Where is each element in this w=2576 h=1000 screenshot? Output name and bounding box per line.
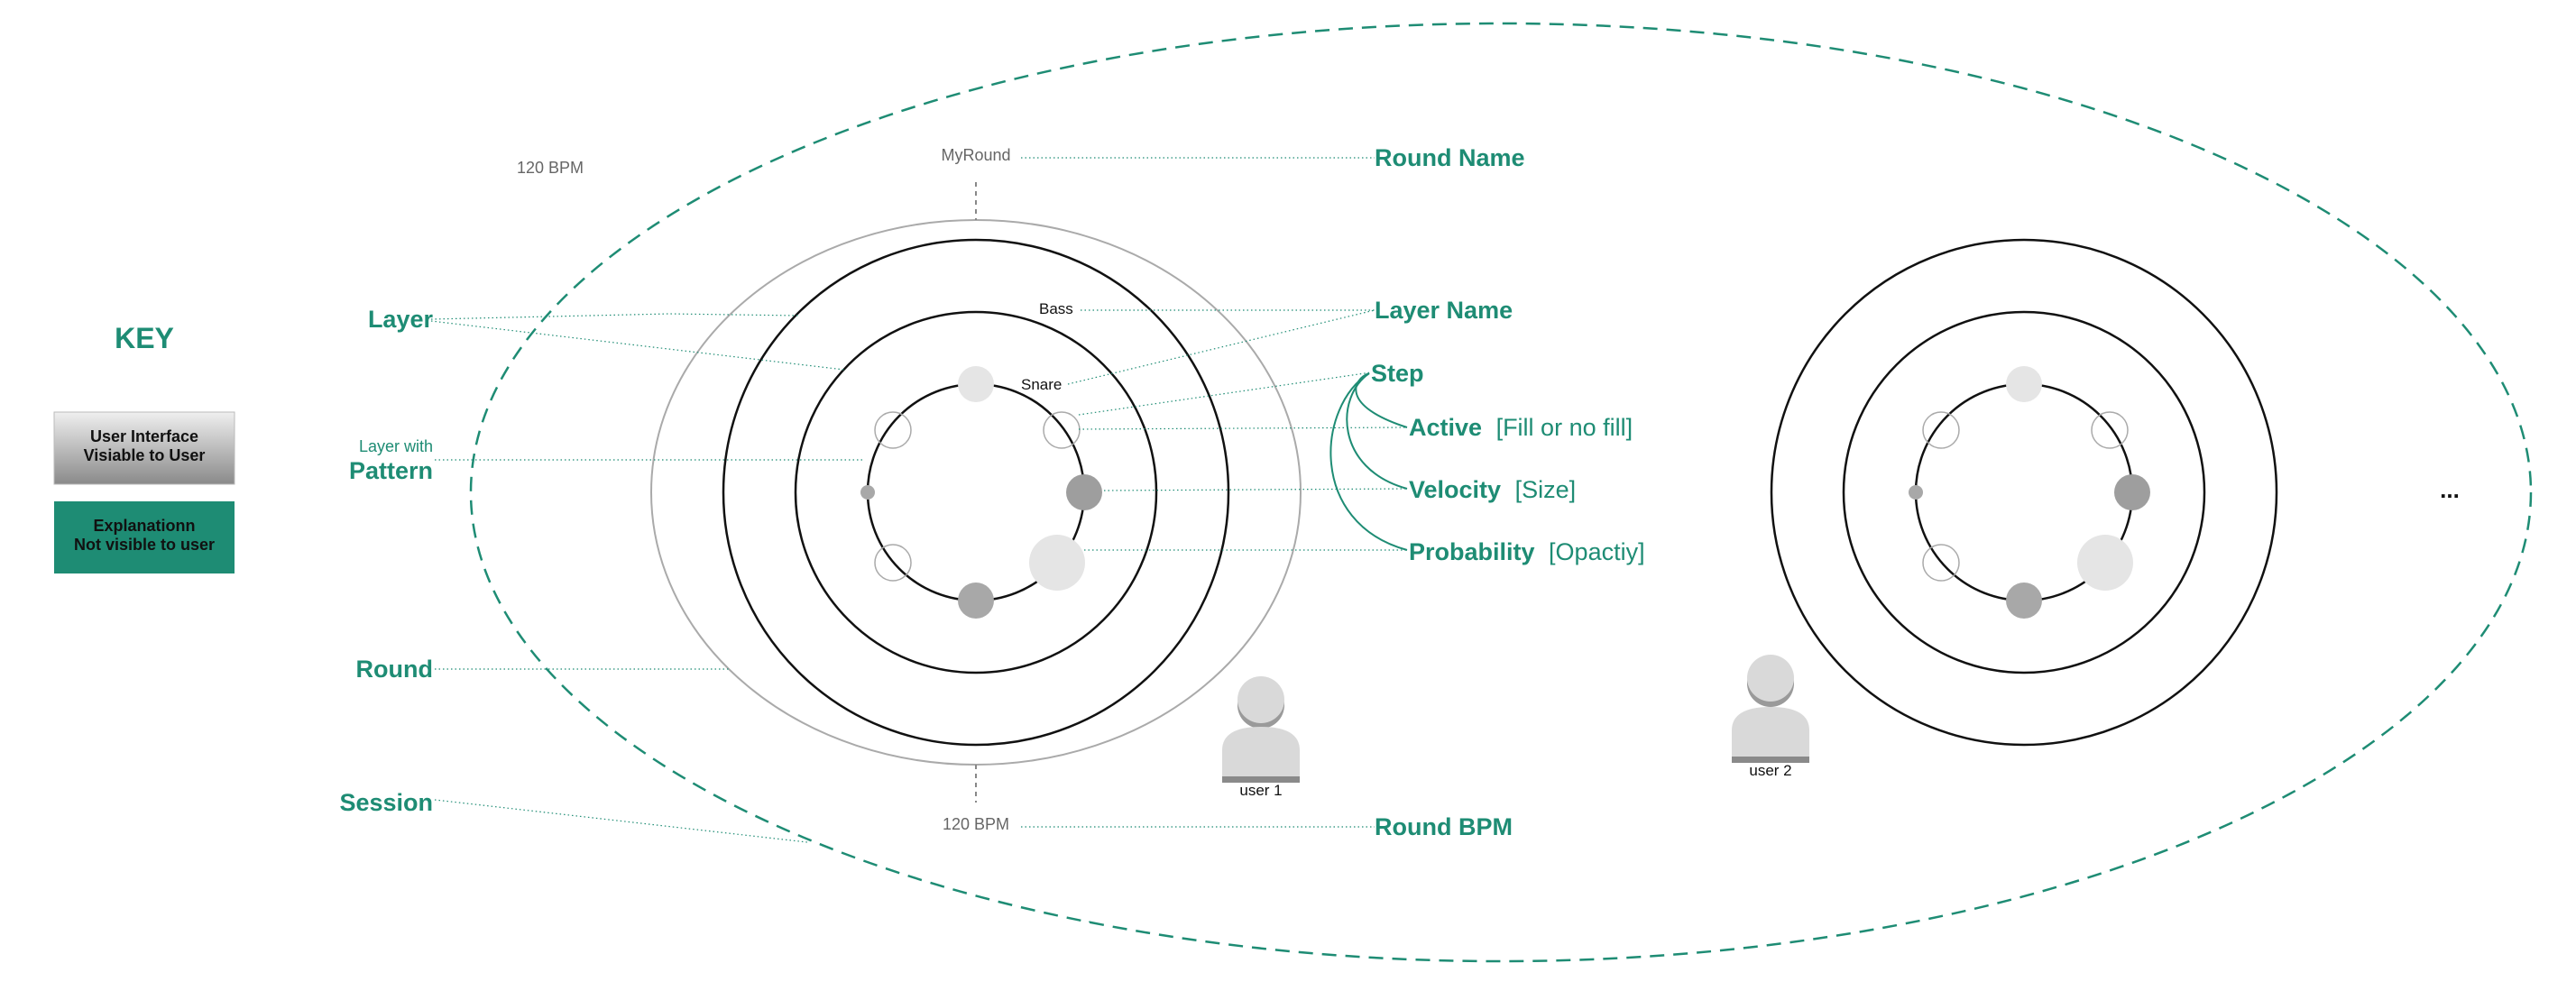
label-active-row: Active [Fill or no fill] [1409,414,1633,441]
round-bpm-top-left: 120 BPM [517,159,584,177]
label-active: Active [1409,414,1482,441]
label-round: Round [356,656,433,683]
label-velocity-row: Velocity [Size] [1409,476,1576,503]
step-left[interactable] [860,485,875,500]
step-right[interactable] [1066,474,1102,510]
layer-ring-middle [1842,310,2206,674]
layer-name-bass: Bass [1039,300,1073,317]
label-layer-with: Layer with [359,437,433,455]
label-step: Step [1371,360,1424,387]
label-pattern: Pattern [349,457,433,484]
round-name: MyRound [941,146,1010,164]
step-top-left[interactable] [874,411,912,449]
label-probability: Probability [1409,538,1535,565]
round-bpm: 120 BPM [943,815,1009,833]
step-bottom[interactable] [958,583,994,619]
user-2-label: user 2 [1749,762,1791,779]
layer-ring-outer [1770,238,2278,747]
step-top[interactable] [958,366,994,402]
leader-lines [430,157,1408,843]
layer-name-snare: Snare [1021,376,1062,393]
label-session: Session [339,789,433,816]
label-probability-detail: [Opactiy] [1549,538,1645,565]
session-ellipse [469,22,2533,963]
label-velocity-detail: [Size] [1515,476,1577,503]
key-ui-box [53,411,235,485]
round-2: user 2 [1732,238,2278,779]
label-round-name: Round Name [1375,144,1525,171]
step-bottom-right[interactable] [2077,535,2133,591]
step-left[interactable] [1909,485,1923,500]
step-bottom[interactable] [2006,583,2042,619]
step-bottom-left[interactable] [1922,544,1960,582]
step-bottom-left[interactable] [874,544,912,582]
more-rounds-ellipsis: ... [2440,476,2460,503]
label-round-bpm: Round BPM [1375,813,1513,840]
key-title: KEY [115,322,174,354]
key-ui-line1: User Interface [90,427,198,445]
user-2-avatar-icon [1732,655,1809,763]
step-top[interactable] [2006,366,2042,402]
user-1-avatar-icon [1222,676,1300,783]
round-1: 120 BPM MyRound Bass Snare 120 BPM user … [517,146,1302,833]
label-layer: Layer [368,306,434,333]
step-top-right[interactable] [2091,411,2129,449]
label-layer-name: Layer Name [1375,297,1513,324]
layer-ring-bass [722,238,1230,747]
layer-ring-snare [794,310,1158,674]
label-probability-row: Probability [Opactiy] [1409,538,1645,565]
step-bottom-right[interactable] [1029,535,1085,591]
key-expl-line1: Explanationn [93,517,195,535]
step-right[interactable] [2114,474,2150,510]
key-explanation-box [54,501,235,573]
round-outline [650,219,1302,766]
key-ui-line2: Visiable to User [84,446,206,464]
step-top-left[interactable] [1922,411,1960,449]
label-velocity: Velocity [1409,476,1501,503]
label-active-detail: [Fill or no fill] [1496,414,1633,441]
user-1-label: user 1 [1239,782,1282,799]
key-expl-line2: Not visible to user [74,536,215,554]
step-top-right[interactable] [1043,411,1081,449]
